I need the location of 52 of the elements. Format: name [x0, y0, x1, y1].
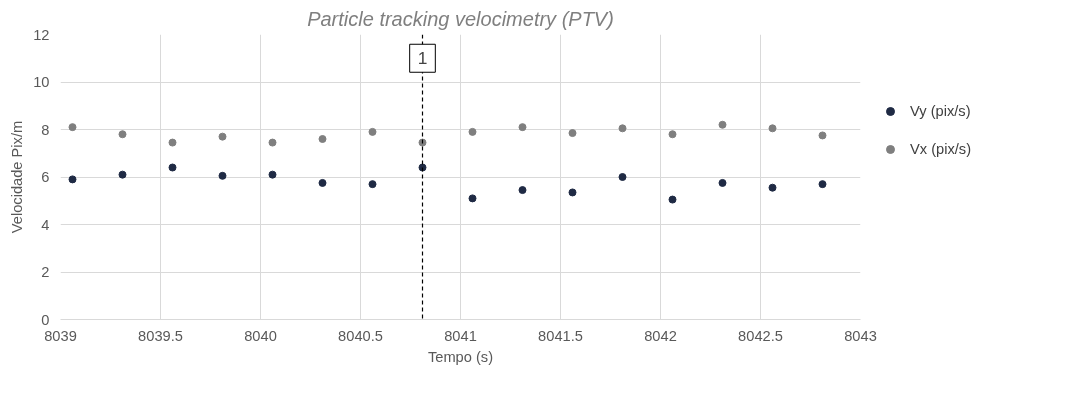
point: [618, 173, 627, 181]
point: [268, 138, 277, 147]
annotation: 1: [417, 48, 428, 69]
point: [118, 130, 127, 139]
chart-title: Particle tracking velocimetry (PTV): [307, 7, 614, 30]
point: [518, 123, 527, 132]
point: [168, 163, 177, 172]
x-tick-label: 8040: [244, 327, 277, 344]
point: [768, 183, 777, 192]
point: [518, 186, 527, 195]
point: [768, 124, 777, 133]
point: [218, 171, 227, 180]
y-tick-label: 8: [41, 121, 50, 138]
point: [368, 180, 377, 189]
point: [118, 170, 127, 179]
point: [168, 138, 177, 147]
point: [68, 123, 77, 132]
x-tick-label: 8042.5: [738, 327, 783, 344]
point: [318, 178, 327, 187]
x-tick-label: 8042: [644, 327, 677, 344]
point: [318, 135, 327, 143]
point: [268, 170, 277, 179]
point: [368, 127, 377, 136]
x-tick-label: 8039.5: [138, 327, 183, 344]
x-tick-label: 8043: [844, 327, 877, 344]
point: [568, 129, 577, 138]
y-tick-label: 6: [41, 169, 50, 185]
point: [718, 178, 727, 187]
y-tick-label: 2: [41, 264, 50, 280]
point: [68, 175, 77, 184]
x-axis-title: Tempo (s): [427, 348, 494, 365]
point: [618, 124, 627, 133]
point: [568, 188, 577, 197]
point: [668, 195, 677, 204]
point: [468, 194, 477, 203]
point: [218, 132, 227, 141]
y-tick-label: 12: [33, 26, 50, 43]
legend-label: Vy (pix/s): [910, 103, 971, 119]
x-tick-label: 8039: [44, 327, 77, 344]
point: [818, 180, 827, 189]
x-tick-label: 8040.5: [338, 327, 383, 344]
y-tick-label: 4: [41, 216, 50, 233]
point: [668, 130, 677, 139]
y-tick-label: 10: [33, 74, 50, 90]
y-axis-title: Velocidade Pix/m: [9, 120, 26, 234]
x-tick-label: 8041.5: [538, 327, 583, 344]
legend-label: Vx (pix/s): [910, 141, 972, 157]
x-tick-label: 8041: [444, 327, 477, 344]
point: [818, 131, 827, 140]
y-tick-label: 0: [41, 311, 50, 328]
point: [468, 127, 477, 136]
point: [718, 120, 727, 129]
